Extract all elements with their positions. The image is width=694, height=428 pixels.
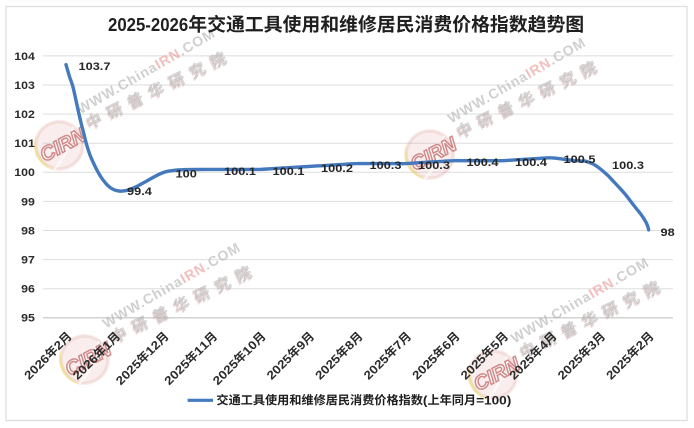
svg-text:103.7: 103.7 (79, 60, 111, 73)
svg-text:104: 104 (14, 50, 35, 62)
svg-text:97: 97 (21, 254, 35, 266)
svg-text:102: 102 (14, 109, 35, 121)
svg-text:98: 98 (21, 225, 35, 237)
svg-text:100.3: 100.3 (370, 159, 402, 172)
svg-text:100.1: 100.1 (273, 164, 305, 177)
svg-text:100: 100 (14, 167, 35, 179)
svg-text:100.4: 100.4 (515, 156, 547, 169)
svg-text:2025-2026: 2025-2026 (108, 14, 188, 35)
svg-text:101: 101 (14, 138, 35, 150)
svg-text:100.4: 100.4 (467, 156, 499, 169)
svg-text:100: 100 (176, 167, 198, 180)
svg-text:99: 99 (21, 196, 35, 208)
svg-text:100.5: 100.5 (564, 153, 596, 166)
svg-text:98: 98 (661, 226, 675, 239)
svg-text:=100): =100) (476, 393, 511, 407)
svg-text:100.1: 100.1 (224, 164, 256, 177)
svg-text:100.3: 100.3 (612, 159, 644, 172)
svg-text:103: 103 (14, 79, 35, 91)
svg-text:95: 95 (21, 312, 35, 324)
svg-text:100.3: 100.3 (418, 159, 450, 172)
svg-text:(: ( (423, 393, 428, 407)
svg-text:96: 96 (21, 283, 35, 295)
svg-text:100.2: 100.2 (321, 162, 353, 175)
svg-text:99.4: 99.4 (127, 185, 152, 198)
